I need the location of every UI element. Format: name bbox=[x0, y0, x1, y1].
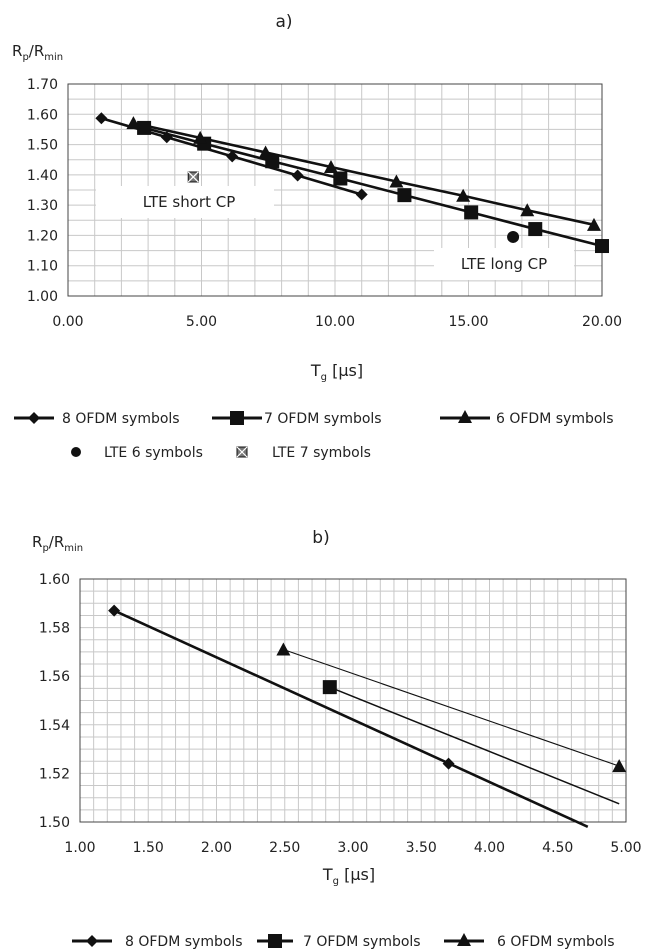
x-tick-label: 3.50 bbox=[406, 840, 437, 856]
chart-b-title: b) bbox=[312, 528, 329, 548]
data-point-a-square bbox=[333, 171, 348, 186]
data-point-b-square bbox=[322, 680, 337, 695]
x-tick-label: 2.00 bbox=[201, 840, 232, 856]
legend-a-7-ofdm: 7 OFDM symbols bbox=[212, 411, 382, 427]
legend-b-7-ofdm-label: 7 OFDM symbols bbox=[303, 934, 421, 949]
data-point-a-triangle bbox=[520, 203, 535, 217]
data-point-a-diamond bbox=[226, 150, 239, 163]
data-point-a-diamond bbox=[95, 112, 108, 125]
data-point-b-diamond bbox=[108, 604, 121, 617]
legend-b-7-ofdm: 7 OFDM symbols bbox=[257, 934, 421, 949]
legend-b-6-ofdm: 6 OFDM symbols bbox=[444, 933, 615, 949]
data-point-b-triangle bbox=[276, 642, 291, 656]
series-line-b-0 bbox=[113, 609, 589, 829]
x-tick-label: 15.00 bbox=[448, 314, 488, 330]
y-tick-label: 1.60 bbox=[27, 107, 58, 123]
x-tick-label: 10.00 bbox=[315, 314, 355, 330]
legend-a-lte-7: LTE 7 symbols bbox=[236, 445, 371, 461]
data-point-a-square bbox=[464, 205, 479, 220]
annotation-box-long-cp bbox=[434, 248, 574, 280]
y-tick-label: 1.70 bbox=[27, 77, 58, 93]
chart-b-grid bbox=[79, 578, 627, 823]
data-point-a-boxcross bbox=[187, 171, 199, 183]
data-point-a-triangle bbox=[258, 145, 273, 159]
y-tick-label: 1.60 bbox=[39, 572, 70, 588]
x-tick-label: 20.00 bbox=[582, 314, 622, 330]
y-tick-label: 1.10 bbox=[27, 259, 58, 275]
data-point-a-square bbox=[137, 120, 152, 135]
data-point-a-triangle bbox=[323, 159, 338, 173]
annotation-lte-short-cp: LTE short CP bbox=[143, 193, 236, 211]
annotation-box-short-cp bbox=[96, 186, 274, 218]
series-line-b-2 bbox=[283, 648, 620, 767]
data-point-a-diamond bbox=[291, 169, 304, 182]
chart-a-ticks: 0.00 5.00 10.00 15.00 20.00 1.00 1.10 1.20 1.30 1… bbox=[27, 77, 622, 330]
legend-a-lte-6: LTE 6 symbols bbox=[71, 445, 203, 461]
legend-b-6-ofdm-label: 6 OFDM symbols bbox=[497, 934, 615, 949]
chart-b-ticks: 1.00 1.50 2.00 2.50 3.00 3.50 4.00 4.50 5.00 1.50… bbox=[39, 572, 642, 856]
legend-a-7-ofdm-label: 7 OFDM symbols bbox=[264, 411, 382, 427]
chart-b-markers bbox=[108, 604, 627, 773]
data-point-a-triangle bbox=[126, 116, 141, 130]
data-point-a-diamond bbox=[160, 131, 173, 144]
chart-a-series bbox=[101, 116, 603, 248]
data-point-b-diamond bbox=[442, 757, 455, 770]
chart-a-title: a) bbox=[275, 12, 292, 32]
y-tick-label: 1.50 bbox=[27, 138, 58, 154]
data-point-a-square bbox=[595, 239, 609, 254]
chart-b-legend: 8 OFDM symbols 7 OFDM symbols 6 OFDM sym… bbox=[72, 933, 615, 949]
y-tick-label: 1.50 bbox=[39, 815, 70, 831]
y-tick-label: 1.58 bbox=[39, 621, 70, 637]
y-tick-label: 1.56 bbox=[39, 669, 70, 685]
chart-b-plot-frame bbox=[79, 578, 627, 823]
legend-a-lte-7-label: LTE 7 symbols bbox=[272, 445, 371, 461]
x-tick-label: 4.50 bbox=[542, 840, 573, 856]
y-tick-label: 1.54 bbox=[39, 718, 70, 734]
chart-b-x-axis-label: Tg [µs] bbox=[322, 865, 375, 887]
data-point-a-square bbox=[397, 188, 412, 203]
chart-b-y-axis-label: Rp/Rmin bbox=[32, 533, 83, 554]
y-tick-label: 1.40 bbox=[27, 168, 58, 184]
x-tick-label: 1.00 bbox=[64, 840, 95, 856]
y-tick-label: 1.30 bbox=[27, 198, 58, 214]
chart-a-markers bbox=[95, 112, 609, 254]
data-point-a-triangle bbox=[389, 174, 404, 188]
data-point-a-triangle bbox=[193, 130, 208, 144]
x-tick-label: 1.50 bbox=[133, 840, 164, 856]
chart-b-series bbox=[113, 609, 620, 829]
x-tick-label: 5.00 bbox=[610, 840, 641, 856]
series-line-1 bbox=[143, 126, 603, 248]
data-point-a-diamond bbox=[355, 188, 368, 201]
y-tick-label: 1.00 bbox=[27, 289, 58, 305]
data-point-a-triangle bbox=[586, 217, 601, 231]
x-tick-label: 3.00 bbox=[337, 840, 368, 856]
legend-b-8-ofdm-label: 8 OFDM symbols bbox=[125, 934, 243, 949]
y-tick-label: 1.20 bbox=[27, 228, 58, 244]
x-tick-label: 4.00 bbox=[474, 840, 505, 856]
chart-a: a) Rp/Rmin 0.00 5.00 10.00 15.00 20.00 1.00 1.… bbox=[12, 12, 622, 461]
data-point-a-triangle bbox=[456, 188, 471, 202]
chart-a-legend: 8 OFDM symbols 7 OFDM symbols 6 OFDM sym… bbox=[14, 410, 614, 461]
legend-a-lte-6-label: LTE 6 symbols bbox=[104, 445, 203, 461]
data-point-b-triangle bbox=[612, 759, 627, 773]
series-line-b-1 bbox=[329, 686, 620, 805]
x-tick-label: 0.00 bbox=[52, 314, 83, 330]
legend-b-8-ofdm: 8 OFDM symbols bbox=[72, 934, 243, 949]
x-tick-label: 5.00 bbox=[186, 314, 217, 330]
legend-a-6-ofdm-label: 6 OFDM symbols bbox=[496, 411, 614, 427]
annotation-lte-long-cp: LTE long CP bbox=[461, 255, 547, 273]
chart-a-y-axis-label: Rp/Rmin bbox=[12, 42, 63, 63]
chart-a-plot-frame bbox=[67, 83, 603, 297]
y-tick-label: 1.52 bbox=[39, 766, 70, 782]
chart-b: b) Rp/Rmin 1.00 1.50 2.00 2.50 3.00 3.50 4.00 4… bbox=[32, 528, 642, 949]
legend-a-8-ofdm-label: 8 OFDM symbols bbox=[62, 411, 180, 427]
legend-a-8-ofdm: 8 OFDM symbols bbox=[14, 411, 180, 427]
x-tick-label: 2.50 bbox=[269, 840, 300, 856]
data-point-a-square bbox=[528, 222, 543, 237]
data-point-a-circle bbox=[507, 230, 520, 243]
legend-a-6-ofdm: 6 OFDM symbols bbox=[440, 410, 614, 427]
chart-a-x-axis-label: Tg [µs] bbox=[310, 361, 363, 383]
